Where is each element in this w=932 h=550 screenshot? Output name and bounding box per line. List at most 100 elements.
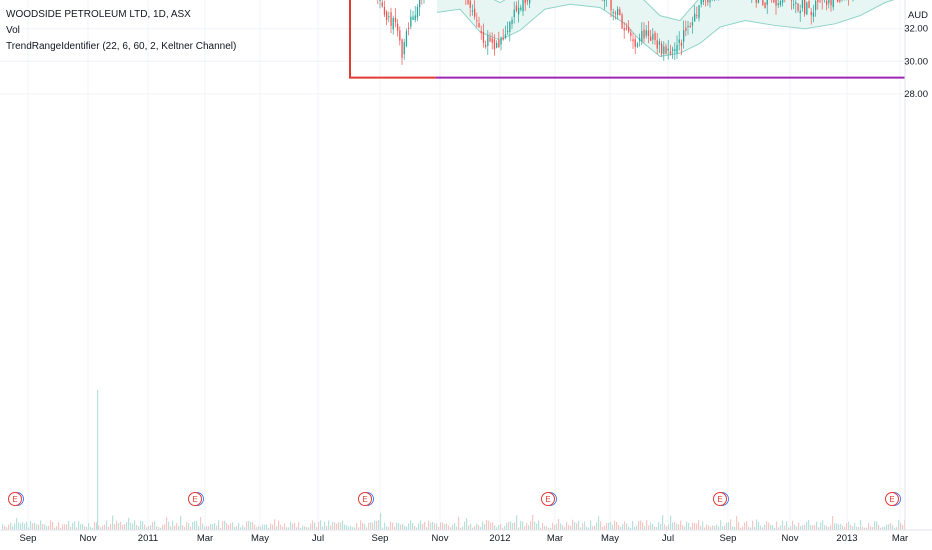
volume-bar <box>134 520 136 530</box>
candle-body <box>680 42 683 46</box>
volume-bar <box>480 526 482 530</box>
symbol-title[interactable]: WOODSIDE PETROLEUM LTD, 1D, ASX <box>6 9 191 20</box>
volume-bar <box>276 526 278 530</box>
volume-bar <box>146 527 148 530</box>
volume-bar <box>898 520 900 530</box>
volume-bar <box>828 526 830 530</box>
volume-bar <box>370 522 372 530</box>
volume-bar <box>882 526 884 530</box>
candle-body <box>689 25 691 28</box>
volume-bar <box>794 524 796 530</box>
volume-bar <box>664 524 666 530</box>
volume-bar <box>200 517 202 530</box>
volume-bar <box>484 524 486 530</box>
volume-bar <box>202 523 204 530</box>
volume-bar <box>236 525 238 530</box>
volume-bar <box>34 522 36 530</box>
indicator-legend[interactable]: TrendRangeIdentifier (22, 6, 60, 2, Kelt… <box>6 41 237 52</box>
candle-body <box>639 38 641 41</box>
volume-bar <box>118 522 120 530</box>
volume-bar <box>878 524 880 530</box>
volume-bar <box>52 522 54 530</box>
volume-bar <box>270 523 272 530</box>
volume-bar <box>332 521 334 530</box>
candle-body <box>526 0 529 2</box>
volume-bar <box>566 521 568 530</box>
volume-bar <box>894 527 896 530</box>
volume-bar <box>808 520 810 530</box>
volume-bar <box>264 524 266 530</box>
volume-bar <box>604 525 606 530</box>
volume-bar <box>562 525 564 530</box>
volume-bar <box>258 526 260 530</box>
candle-body <box>702 0 705 3</box>
volume-bar <box>554 525 556 530</box>
volume-bar <box>458 516 460 530</box>
earnings-label: E <box>192 495 197 504</box>
volume-bar <box>394 526 396 530</box>
volume-bar <box>402 523 404 530</box>
volume-bar <box>342 520 344 530</box>
currency-label: AUD <box>908 10 928 21</box>
candle-body <box>518 7 520 15</box>
volume-bar <box>232 522 234 530</box>
volume-bar <box>328 520 330 530</box>
candle-body <box>685 27 687 31</box>
volume-bar <box>602 526 604 530</box>
volume-bar <box>786 520 788 530</box>
candle-body <box>795 2 797 4</box>
volume-bar <box>88 523 90 530</box>
volume-bar <box>594 525 596 530</box>
volume-bar <box>482 521 484 530</box>
candle-body <box>630 32 632 36</box>
volume-bar <box>396 522 398 530</box>
candle-body <box>696 15 698 17</box>
volume-bar <box>772 525 774 530</box>
volume-bar <box>672 522 674 530</box>
volume-bar <box>102 525 104 530</box>
volume-bar <box>550 527 552 530</box>
volume-bar <box>244 527 246 530</box>
volume-bar <box>542 522 544 530</box>
volume-bar <box>748 526 750 530</box>
volume-bar <box>578 520 580 530</box>
volume-bar <box>832 515 834 530</box>
volume-bar <box>800 526 802 530</box>
volume-bar <box>742 526 744 530</box>
volume-bar <box>274 519 276 530</box>
volume-bar <box>256 527 258 530</box>
volume-bar <box>286 527 288 530</box>
volume-bar <box>306 527 308 530</box>
volume-bar <box>90 527 92 530</box>
volume-bar <box>614 520 616 530</box>
volume-bar <box>206 526 208 530</box>
volume-bar <box>790 525 792 530</box>
volume-bar <box>114 524 116 530</box>
volume-bar <box>238 522 240 530</box>
volume-bar <box>652 523 654 530</box>
volume-bar <box>834 523 836 530</box>
volume-bar <box>222 521 224 530</box>
volume-bar <box>92 527 94 530</box>
volume-bar <box>48 525 50 530</box>
volume-bar <box>842 525 844 530</box>
volume-bar <box>76 527 78 530</box>
volume-bar <box>634 526 636 530</box>
volume-bar <box>632 520 634 530</box>
volume-bar <box>508 521 510 530</box>
volume-bar <box>262 524 264 530</box>
volume-bar <box>478 525 480 530</box>
volume-bar <box>184 527 186 530</box>
volume-bar <box>358 527 360 530</box>
volume-bar <box>182 525 184 530</box>
volume-bar <box>442 522 444 530</box>
volume-bar <box>242 525 244 530</box>
volume-bar <box>488 520 490 530</box>
volume-bar <box>20 523 22 530</box>
volume-legend[interactable]: Vol <box>6 25 20 36</box>
time-tick-label: Sep <box>20 533 37 544</box>
candle-body <box>700 0 702 5</box>
volume-bar <box>344 524 346 530</box>
candle-body <box>674 49 676 51</box>
